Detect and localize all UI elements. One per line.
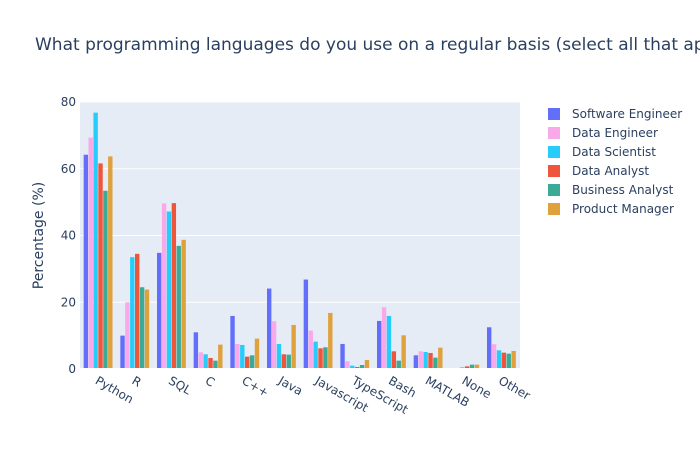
bar bbox=[487, 327, 492, 369]
bar bbox=[355, 366, 360, 369]
bar bbox=[386, 315, 392, 369]
bar bbox=[181, 239, 186, 369]
bar bbox=[418, 351, 423, 369]
bar bbox=[218, 344, 223, 369]
bar bbox=[364, 359, 370, 369]
bar bbox=[83, 154, 89, 369]
bar bbox=[249, 355, 255, 369]
bar bbox=[303, 279, 309, 369]
bar bbox=[193, 332, 199, 369]
legend-swatch bbox=[548, 127, 560, 139]
bar bbox=[469, 364, 475, 369]
bar bbox=[438, 347, 443, 369]
legend-swatch bbox=[548, 203, 560, 215]
bar bbox=[157, 252, 162, 369]
bar bbox=[328, 312, 333, 369]
bar bbox=[345, 361, 350, 369]
bar bbox=[267, 288, 272, 369]
x-tick-label: C bbox=[203, 373, 217, 389]
bar bbox=[511, 350, 516, 369]
bar bbox=[125, 302, 130, 369]
bar bbox=[276, 343, 282, 369]
bar bbox=[176, 245, 181, 369]
bar bbox=[130, 257, 135, 369]
legend-label: Product Manager bbox=[572, 202, 674, 216]
legend-swatch bbox=[548, 165, 560, 177]
x-tick-label: Python bbox=[93, 373, 136, 406]
bar bbox=[230, 315, 235, 369]
bar bbox=[313, 341, 318, 369]
bar bbox=[433, 357, 438, 369]
bar bbox=[506, 353, 511, 369]
x-tick-label: R bbox=[130, 373, 144, 389]
bar bbox=[501, 352, 507, 369]
bar bbox=[350, 365, 355, 369]
bar bbox=[93, 112, 98, 370]
y-tick-label: 20 bbox=[61, 295, 76, 309]
bar bbox=[323, 347, 328, 369]
legend-label: Data Engineer bbox=[572, 126, 658, 140]
bar bbox=[291, 324, 296, 369]
x-tick-label: SQL bbox=[166, 373, 194, 397]
y-tick-label: 40 bbox=[61, 229, 76, 243]
bar bbox=[401, 335, 406, 369]
bar bbox=[240, 344, 245, 369]
legend-swatch bbox=[548, 184, 560, 196]
x-tick-label: C++ bbox=[240, 373, 272, 399]
bar bbox=[208, 357, 213, 369]
bar bbox=[281, 354, 287, 369]
bar bbox=[171, 203, 177, 369]
bar bbox=[308, 330, 313, 369]
legend-swatch bbox=[548, 108, 560, 120]
bar bbox=[108, 156, 113, 369]
bar bbox=[396, 360, 401, 369]
bar bbox=[423, 351, 428, 369]
bar bbox=[491, 344, 497, 369]
bar bbox=[286, 354, 291, 369]
bar bbox=[144, 289, 150, 369]
bar bbox=[161, 203, 167, 369]
y-tick-label: 0 bbox=[68, 362, 76, 376]
y-tick-label: 80 bbox=[61, 95, 76, 109]
chart-title: What programming languages do you use on… bbox=[35, 35, 700, 55]
bar bbox=[120, 335, 125, 369]
bar bbox=[428, 352, 433, 369]
x-tick-label: Other bbox=[496, 373, 533, 402]
bar bbox=[465, 366, 470, 369]
legend-swatch bbox=[548, 146, 560, 158]
legend-label: Software Engineer bbox=[572, 107, 682, 121]
y-axis-title: Percentage (%) bbox=[31, 182, 47, 289]
bar bbox=[381, 307, 387, 369]
bar bbox=[377, 320, 382, 369]
y-tick-label: 60 bbox=[61, 162, 76, 176]
bar bbox=[139, 287, 145, 369]
bar bbox=[103, 190, 108, 369]
bar bbox=[474, 364, 480, 369]
bar bbox=[254, 338, 260, 369]
bar bbox=[496, 350, 502, 369]
bar bbox=[391, 351, 397, 369]
bar bbox=[98, 163, 103, 369]
bar bbox=[413, 355, 419, 369]
x-tick-label: Java bbox=[275, 373, 305, 398]
bar bbox=[359, 364, 365, 369]
bar bbox=[166, 211, 172, 369]
legend-label: Data Scientist bbox=[572, 145, 656, 159]
bar bbox=[135, 253, 140, 369]
bar bbox=[213, 360, 218, 369]
legend-label: Data Analyst bbox=[572, 164, 649, 178]
bar bbox=[198, 352, 203, 369]
bar bbox=[271, 321, 277, 369]
bar bbox=[245, 356, 250, 369]
bar bbox=[318, 348, 323, 369]
bar bbox=[235, 343, 240, 369]
bar bbox=[88, 137, 93, 369]
bar bbox=[203, 354, 208, 369]
bar bbox=[340, 343, 345, 369]
legend-label: Business Analyst bbox=[572, 183, 674, 197]
